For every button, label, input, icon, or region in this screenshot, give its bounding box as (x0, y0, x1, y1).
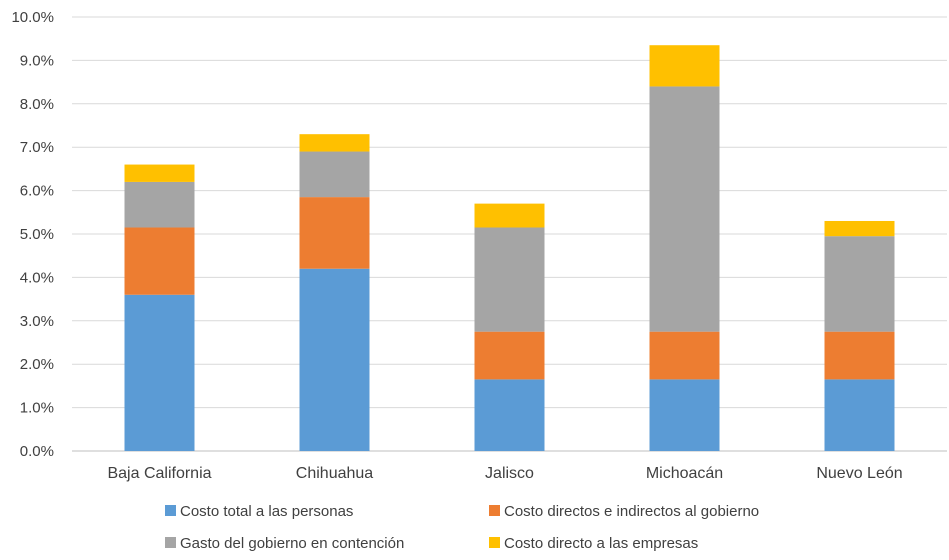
bar-segment (474, 331, 545, 380)
bar-segment (299, 134, 370, 152)
legend-label: Costo directo a las empresas (504, 535, 698, 552)
legend-swatch (165, 505, 176, 516)
x-category-label: Baja California (107, 465, 211, 482)
bar-segment (474, 203, 545, 228)
legend-label: Costo directos e indirectos al gobierno (504, 503, 759, 520)
bar-segment (824, 220, 895, 237)
x-category-label: Jalisco (485, 465, 534, 482)
bar-segment (124, 181, 195, 228)
y-tick-label: 5.0% (20, 226, 54, 243)
y-axis-tick-labels: 0.0% 1.0% 2.0% 3.0% 4.0% 5.0% 6.0% 7.0% 8.0% 9.0%… (11, 9, 54, 460)
bar-segment (299, 197, 370, 269)
y-tick-label: 6.0% (20, 183, 54, 200)
bar-segment (124, 294, 195, 451)
y-tick-label: 1.0% (20, 400, 54, 417)
x-category-label: Michoacán (646, 465, 723, 482)
y-tick-label: 10.0% (11, 9, 54, 26)
y-tick-label: 0.0% (20, 443, 54, 460)
y-tick-label: 7.0% (20, 139, 54, 156)
y-tick-label: 8.0% (20, 96, 54, 113)
y-tick-label: 3.0% (20, 313, 54, 330)
bar-segment (649, 379, 720, 451)
x-axis-category-labels: Baja California Chihuahua Jalisco Michoacán… (107, 465, 902, 482)
x-category-label: Chihuahua (296, 465, 374, 482)
bar-segment (124, 227, 195, 295)
bar-segment (824, 331, 895, 380)
y-tick-label: 9.0% (20, 52, 54, 69)
bar-segment (299, 151, 370, 198)
bar-segment (824, 379, 895, 451)
y-tick-label: 2.0% (20, 356, 54, 373)
bar-segment (299, 268, 370, 451)
legend: Costo total a las personas Costo directos… (165, 503, 759, 552)
legend-swatch (489, 537, 500, 548)
bar-segment (474, 227, 545, 332)
bar-segment (649, 331, 720, 380)
bar-segment (824, 236, 895, 332)
legend-label: Costo total a las personas (180, 503, 353, 520)
y-tick-label: 4.0% (20, 269, 54, 286)
legend-swatch (489, 505, 500, 516)
legend-swatch (165, 537, 176, 548)
bar-segment (649, 86, 720, 332)
bar-segment (474, 379, 545, 451)
bar-segment (124, 164, 195, 182)
legend-label: Gasto del gobierno en contención (180, 535, 404, 552)
bars (124, 45, 895, 451)
bar-segment (649, 45, 720, 87)
x-category-label: Nuevo León (816, 465, 902, 482)
